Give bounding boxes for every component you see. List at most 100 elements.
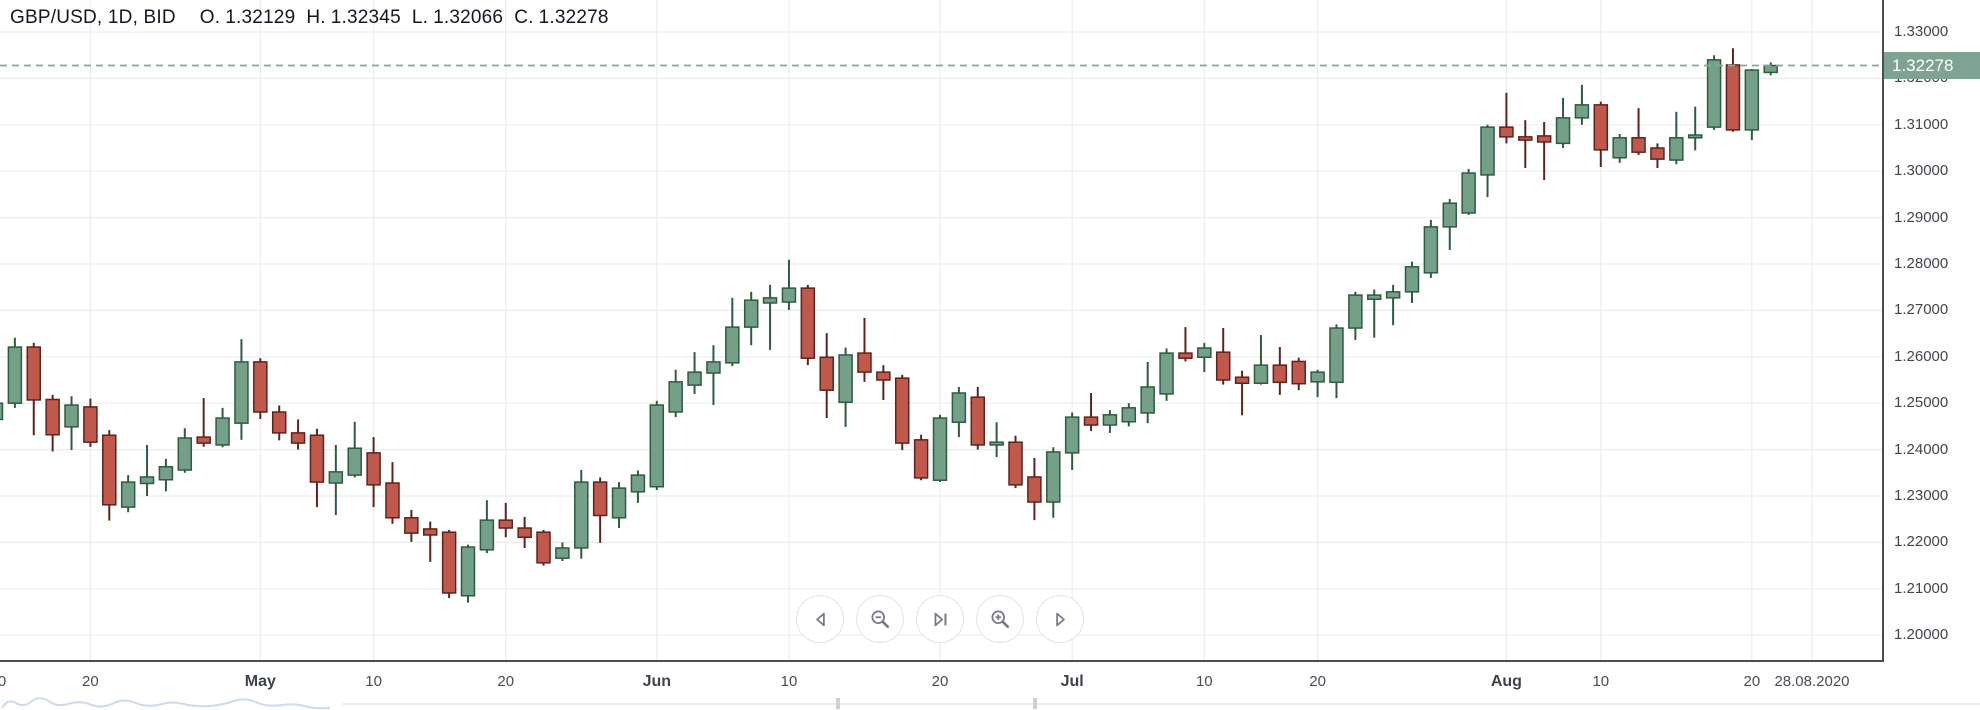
candle	[120, 481, 136, 508]
go-to-realtime-button[interactable]	[916, 595, 964, 643]
time-axis-label: 0	[0, 673, 7, 690]
candle	[876, 371, 891, 381]
price-axis-label: 1.30000	[1894, 162, 1949, 180]
time-axis-label: 28.08.2020	[1774, 673, 1850, 690]
candle	[1102, 414, 1118, 426]
candle	[1197, 347, 1212, 359]
candle	[271, 411, 287, 434]
scroll-left-button[interactable]	[796, 595, 844, 643]
candle	[422, 528, 438, 536]
candle	[1083, 416, 1099, 426]
time-axis-label: 10	[1195, 673, 1213, 690]
zoom-out-button[interactable]	[856, 595, 904, 643]
time-axis-label: 10	[1592, 673, 1610, 690]
open-value: 1.32129	[225, 7, 296, 28]
candle	[1744, 69, 1760, 131]
candle	[781, 287, 797, 303]
candle	[1763, 64, 1778, 74]
price-axis-label: 1.28000	[1894, 255, 1949, 272]
candle	[894, 377, 910, 444]
candle	[404, 517, 419, 534]
candle	[26, 346, 42, 401]
candle	[989, 441, 1004, 446]
price-axis-label: 1.31000	[1894, 115, 1949, 133]
chart-canvas[interactable]	[0, 0, 1882, 662]
candle	[196, 436, 211, 444]
candle	[1064, 416, 1080, 454]
zoom-in-button[interactable]	[976, 595, 1024, 643]
candle	[1272, 364, 1288, 384]
candle	[1593, 104, 1609, 151]
candle	[64, 404, 79, 428]
candle	[536, 531, 551, 564]
candle	[1404, 266, 1420, 293]
candle	[177, 437, 193, 471]
price-axis-label: 1.22000	[1894, 533, 1949, 551]
time-axis-label: 10	[365, 673, 382, 690]
time-axis-label: 20	[1743, 673, 1761, 690]
time-axis-label: 20	[497, 673, 515, 690]
candle	[347, 447, 362, 476]
high-label: H.	[306, 7, 326, 28]
candle	[706, 361, 721, 374]
candle	[1310, 371, 1325, 383]
candle	[1215, 351, 1231, 381]
candle	[725, 326, 740, 364]
candle	[45, 398, 60, 436]
candle	[800, 287, 816, 359]
price-axis-label: 1.24000	[1894, 440, 1949, 458]
candle	[234, 361, 249, 424]
candle	[441, 531, 457, 594]
candle	[630, 474, 646, 493]
left-triangle-icon	[807, 606, 834, 633]
price-axis-label: 1.21000	[1894, 579, 1949, 597]
candle	[1612, 137, 1627, 159]
price-axis-label: 1.23000	[1894, 487, 1949, 504]
candle	[498, 519, 514, 529]
candle	[970, 396, 986, 446]
scroll-right-button[interactable]	[1036, 595, 1084, 643]
candle	[83, 406, 98, 443]
candle	[1706, 59, 1722, 128]
time-axis-label: 20	[931, 673, 949, 690]
candle	[1461, 172, 1476, 214]
time-axis-label: Jul	[1060, 673, 1084, 690]
current-price-badge: 1.32278	[1884, 52, 1980, 79]
time-axis-label: May	[244, 673, 276, 690]
background-scribble	[1, 697, 1980, 710]
price-axis-label: 1.27000	[1894, 301, 1949, 319]
candle	[1631, 137, 1646, 153]
candle	[1499, 126, 1514, 138]
price-axis-label: 1.29000	[1894, 208, 1949, 226]
candle	[611, 487, 627, 519]
candle	[819, 356, 834, 391]
candle	[517, 527, 532, 539]
candle	[1385, 291, 1401, 299]
time-axis-label: Aug	[1490, 673, 1522, 690]
candle	[215, 417, 230, 446]
time-axis[interactable]: 0 20 May 10 20 Jun 10 20 Jul 10 20 Aug 10 20 28.08.202…	[0, 662, 1980, 710]
candle	[1234, 376, 1250, 384]
candle	[1574, 104, 1590, 119]
candle	[290, 432, 306, 444]
candle	[1046, 451, 1061, 503]
candle	[649, 404, 665, 488]
candle	[1291, 360, 1306, 385]
candle	[592, 481, 608, 517]
candle	[1329, 327, 1344, 384]
low-value: 1.32066	[433, 7, 504, 28]
candle	[1518, 136, 1533, 141]
low-label: L.	[411, 7, 429, 28]
candle	[857, 352, 872, 373]
candle	[0, 402, 4, 421]
skip-to-end-icon	[927, 606, 954, 633]
price-axis[interactable]: 1.330001.320001.310001.300001.290001.280…	[1884, 0, 1980, 710]
candle	[951, 392, 967, 423]
candle	[1159, 352, 1174, 395]
candle	[1008, 441, 1023, 486]
time-axis-label: 10	[780, 673, 798, 690]
price-axis-label: 1.20000	[1894, 626, 1949, 644]
candle	[1687, 134, 1703, 139]
candle	[932, 417, 948, 481]
